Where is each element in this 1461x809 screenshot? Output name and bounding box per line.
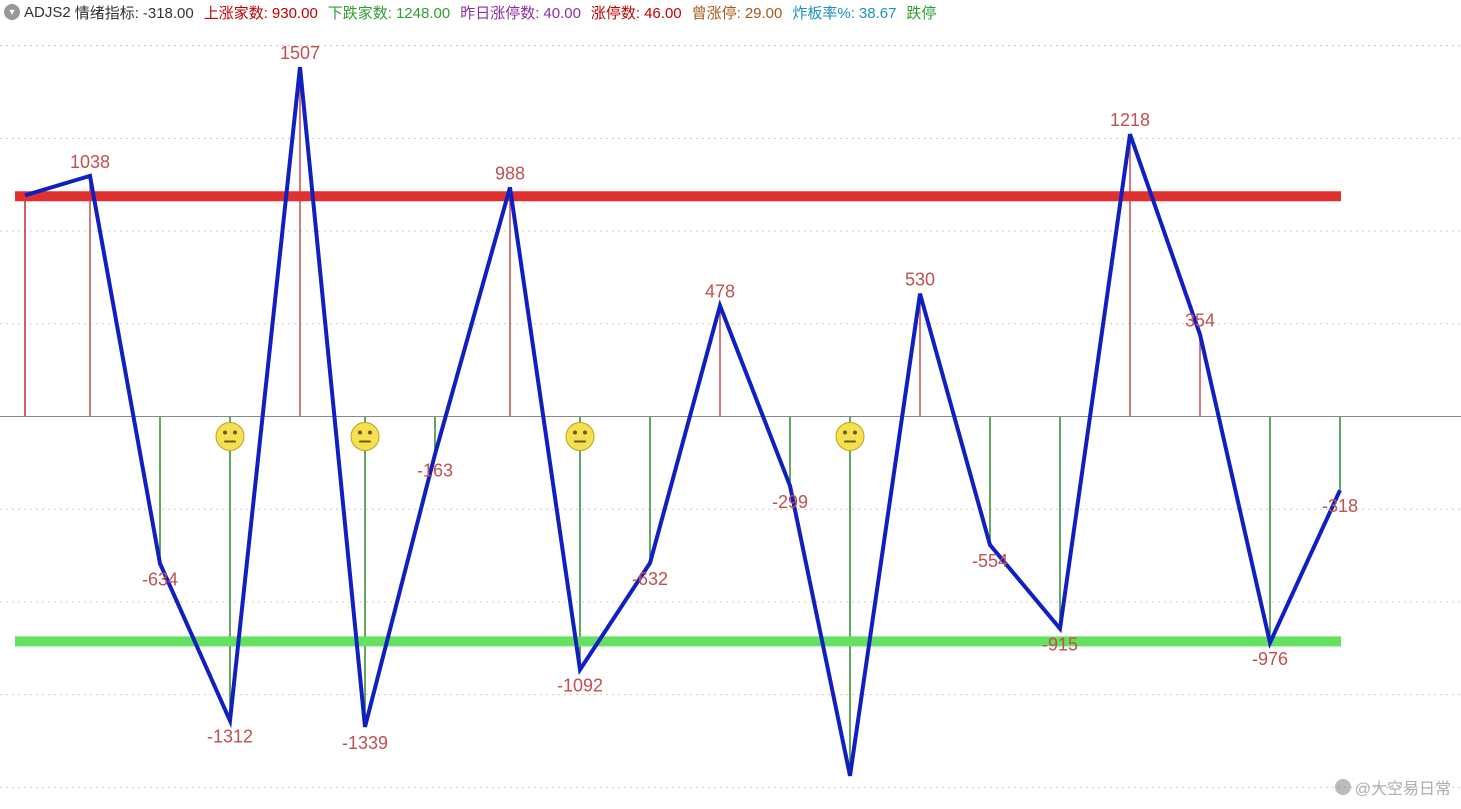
header-label: 情绪指标: <box>75 5 139 22</box>
header-value: -318.00 <box>143 5 194 22</box>
svg-text:354: 354 <box>1185 310 1215 330</box>
header-value: 29.00 <box>745 5 783 22</box>
svg-text:478: 478 <box>705 282 735 302</box>
svg-text:-976: -976 <box>1252 649 1288 669</box>
svg-text:-634: -634 <box>142 569 178 589</box>
header-label: 曾涨停: <box>692 5 741 22</box>
svg-text:-632: -632 <box>632 569 668 589</box>
watermark-text: @大空易日常 <box>1355 775 1451 799</box>
sentiment-chart: 1038 -634 -1312 1507 -1339 -163 988 -1092 -632 47… <box>0 24 1461 809</box>
header-value: 40.00 <box>543 5 581 22</box>
svg-text:-163: -163 <box>417 460 453 480</box>
header-value: 46.00 <box>644 5 682 22</box>
svg-text:1507: 1507 <box>280 43 320 63</box>
weibo-icon <box>1335 779 1351 795</box>
svg-text:530: 530 <box>905 270 935 290</box>
svg-text:988: 988 <box>495 163 525 183</box>
header-value: 1248.00 <box>396 5 450 22</box>
svg-text:-915: -915 <box>1042 635 1078 655</box>
header-label: 炸板率%: <box>792 5 855 22</box>
svg-text:-1092: -1092 <box>557 676 603 696</box>
chevron-down-icon[interactable]: ▾ <box>4 4 20 20</box>
indicator-header: ▾ ADJS2 情绪指标:-318.00 上涨家数:930.00 下跌家数:1248… <box>0 0 1461 24</box>
header-value: 38.67 <box>859 5 897 22</box>
watermark: @大空易日常 <box>1335 775 1451 799</box>
svg-text:-554: -554 <box>972 551 1008 571</box>
svg-text:-318: -318 <box>1322 496 1358 516</box>
indicator-name: ADJS2 <box>24 4 71 21</box>
svg-text:1038: 1038 <box>70 152 110 172</box>
header-label: 上涨家数: <box>204 5 268 22</box>
svg-text:1218: 1218 <box>1110 110 1150 130</box>
header-label: 昨日涨停数: <box>460 5 539 22</box>
header-label: 下跌家数: <box>328 5 392 22</box>
svg-text:-1312: -1312 <box>207 727 253 747</box>
header-label: 涨停数: <box>591 5 640 22</box>
svg-text:-299: -299 <box>772 492 808 512</box>
svg-text:-1339: -1339 <box>342 733 388 753</box>
header-value: 930.00 <box>272 5 318 22</box>
header-label: 跌停 <box>906 5 936 22</box>
